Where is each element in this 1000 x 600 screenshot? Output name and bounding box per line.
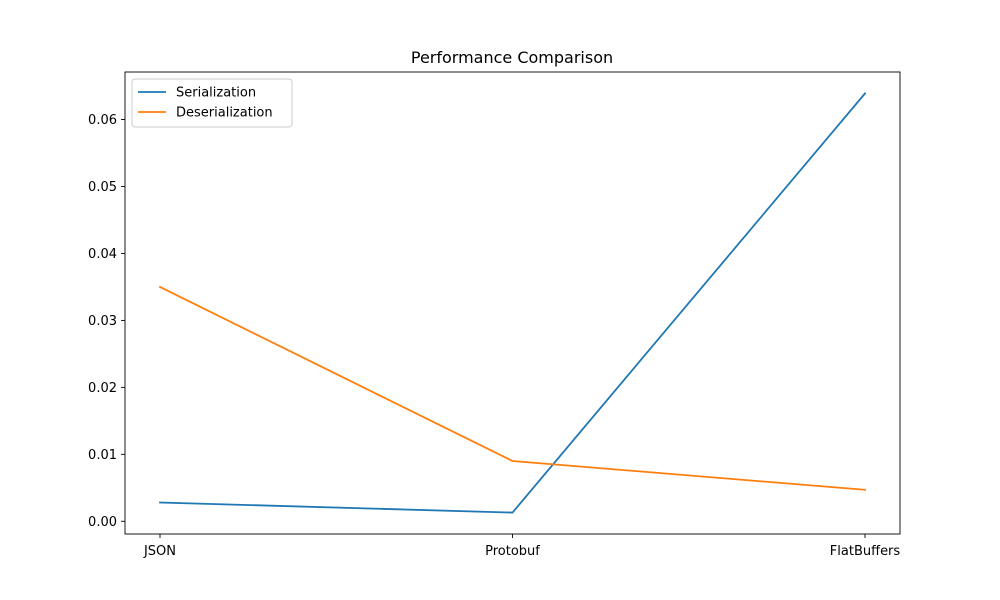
y-tick-label: 0.00 [88,515,117,530]
legend: Serialization Deserialization [131,78,293,128]
legend-label-serialization: Serialization [176,86,256,101]
x-tick-label: Protobuf [485,544,540,559]
x-tick-label: JSON [143,544,176,559]
legend-box [131,78,293,128]
y-tick-label: 0.06 [88,113,117,128]
y-tick-label: 0.02 [88,381,117,396]
plot-area: 0.00 0.01 0.02 0.03 0.04 0.05 0.06 JSON Protobuf… [88,71,901,559]
y-tick-label: 0.04 [88,247,117,262]
legend-label-deserialization: Deserialization [176,106,273,121]
y-tick-label: 0.05 [88,180,117,195]
x-tick-label: FlatBuffers [830,544,901,559]
y-tick-label: 0.01 [88,448,117,463]
chart-title: Performance Comparison [411,48,613,67]
y-tick-label: 0.03 [88,314,117,329]
